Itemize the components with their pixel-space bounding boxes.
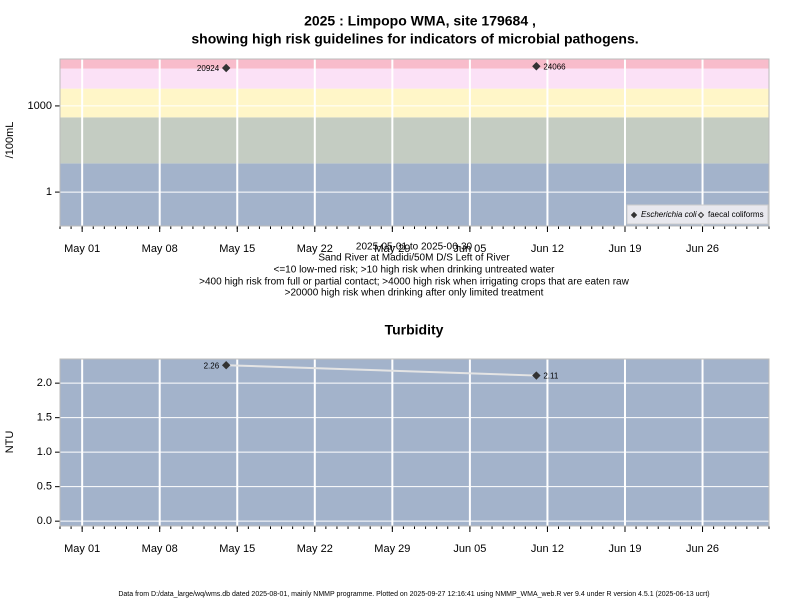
x-tick-label: Jun 26: [686, 243, 719, 255]
y-tick-label: 1.0: [37, 446, 52, 458]
risk-band: [60, 117, 769, 164]
y-tick-label: 0.0: [37, 515, 52, 527]
x-tick-label: May 15: [219, 543, 255, 555]
x-tick-label: May 22: [297, 543, 333, 555]
plot-frame: [59, 58, 770, 227]
x-tick-label: Jun 12: [531, 543, 564, 555]
y-tick-label: 1.5: [37, 412, 52, 424]
x-tick-label: Jun 05: [453, 243, 486, 255]
legend-marker: [630, 211, 638, 219]
data-point: [221, 361, 231, 370]
x-tick-label: Jun 26: [686, 543, 719, 555]
x-tick-label: Jun 19: [608, 543, 641, 555]
data-label: 24066: [543, 62, 566, 71]
plot-frame: [59, 358, 770, 527]
y-tick-label: 1000: [28, 100, 52, 112]
plot-background: [60, 359, 769, 526]
note: Sand River at Madidi/50M D/S Left of Riv…: [318, 253, 510, 264]
data-point: [221, 63, 231, 73]
x-tick-label: Jun 19: [608, 243, 641, 255]
x-tick-label: Jun 12: [531, 243, 564, 255]
chart-title: Turbidity: [385, 322, 444, 338]
x-tick-label: May 29: [374, 243, 410, 255]
data-point: [532, 62, 541, 71]
note: 2025-05-01 to 2025-06-30: [356, 242, 473, 253]
legend-label: Escherichia coli: [641, 210, 697, 219]
data-label: 2.26: [204, 361, 220, 370]
x-tick-label: May 15: [219, 243, 255, 255]
data-label: 2.11: [543, 372, 559, 381]
x-tick-label: May 01: [64, 243, 100, 255]
note: <=10 low-med risk; >10 high risk when dr…: [274, 265, 556, 276]
data-point: [532, 371, 541, 380]
y-tick-label: 1: [46, 186, 52, 198]
series-line: [226, 364, 537, 377]
data-label: 20924: [197, 64, 220, 73]
x-tick-label: May 29: [374, 543, 410, 555]
chart-title: showing high risk guidelines for indicat…: [191, 31, 638, 47]
legend-label: faecal coliforms: [708, 210, 764, 219]
risk-band: [60, 88, 769, 118]
risk-band: [60, 59, 769, 69]
y-axis-title: /100mL: [4, 122, 16, 159]
y-axis-title: NTU: [4, 431, 16, 454]
x-tick-label: May 01: [64, 543, 100, 555]
legend-box: [626, 204, 769, 225]
legend-marker: [697, 211, 705, 219]
x-tick-label: Jun 05: [453, 543, 486, 555]
note: >20000 high risk when drinking after onl…: [285, 288, 544, 299]
y-tick-label: 2.0: [37, 377, 52, 389]
y-tick-label: 0.5: [37, 481, 52, 493]
x-tick-label: May 08: [142, 243, 178, 255]
note: >400 high risk from full or partial cont…: [199, 277, 629, 288]
x-tick-label: May 22: [297, 243, 333, 255]
x-tick-label: May 08: [142, 543, 178, 555]
footer: Data from D:/data_large/wq/wms.db dated …: [118, 591, 709, 598]
chart-title: 2025 : Limpopo WMA, site 179684 ,: [304, 13, 536, 29]
risk-band: [60, 68, 769, 89]
